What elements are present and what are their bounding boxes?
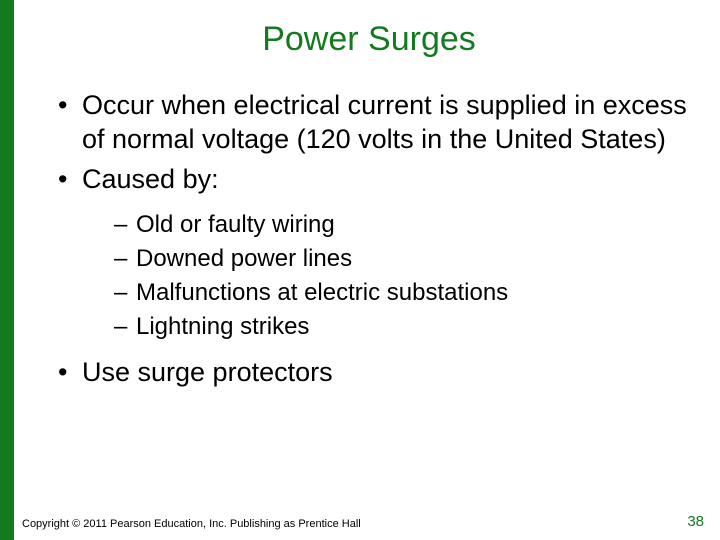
list-item: Downed power lines	[114, 244, 690, 274]
bullet-text: Use surge protectors	[82, 357, 333, 387]
list-item: Old or faulty wiring	[114, 210, 690, 240]
bullet-text: Caused by:	[82, 164, 219, 194]
bullet-text: Lightning strikes	[136, 313, 309, 340]
list-item: Use surge protectors	[58, 356, 690, 390]
bullet-text: Malfunctions at electric substations	[136, 279, 508, 306]
list-item: Lightning strikes	[114, 312, 690, 342]
bullet-text: Downed power lines	[136, 245, 352, 272]
bullet-text: Occur when electrical current is supplie…	[82, 90, 687, 154]
bullet-list-level2: Old or faulty wiring Downed power lines …	[114, 210, 690, 342]
bullet-list-level1: Occur when electrical current is supplie…	[58, 89, 690, 390]
slide-title: Power Surges	[18, 20, 720, 59]
slide-number: 38	[687, 513, 704, 530]
slide-content: Power Surges Occur when electrical curre…	[0, 0, 720, 540]
list-item: Caused by: Old or faulty wiring Downed p…	[58, 163, 690, 343]
bullet-text: Old or faulty wiring	[136, 211, 335, 238]
footer-copyright: Copyright © 2011 Pearson Education, Inc.…	[22, 518, 361, 530]
list-item: Occur when electrical current is supplie…	[58, 89, 690, 157]
list-item: Malfunctions at electric substations	[114, 278, 690, 308]
